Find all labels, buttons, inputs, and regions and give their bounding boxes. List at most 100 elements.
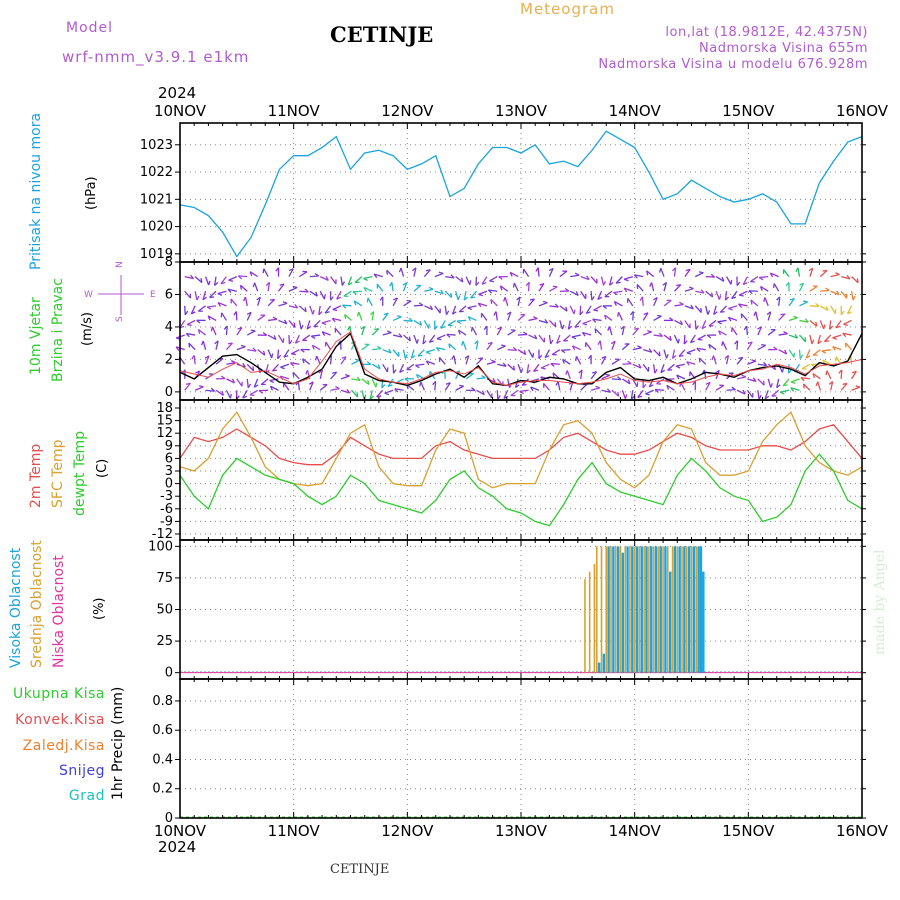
wind-barb-flag xyxy=(556,340,561,345)
wind-barb xyxy=(770,272,779,278)
wind-barb-flag xyxy=(240,344,246,348)
wind-barb-flag xyxy=(369,311,375,316)
wind-barb xyxy=(666,384,675,391)
wind-barb xyxy=(403,319,413,322)
wind-barb-flag xyxy=(481,374,486,379)
date-label-bottom: 14NOV xyxy=(609,822,662,840)
wind-barb xyxy=(260,378,269,386)
wind-barb xyxy=(410,349,415,359)
wind-barb xyxy=(538,319,548,324)
wind-barb xyxy=(820,289,830,292)
wind-barb xyxy=(204,355,210,365)
model-altitude-label: Nadmorska Visina u modelu 676.928m xyxy=(598,57,868,72)
wind-barb-flag xyxy=(815,321,818,327)
wind-barb xyxy=(202,291,207,301)
wind-barb-flag xyxy=(210,326,214,332)
wind-barb xyxy=(572,345,581,351)
wind-barb-flag xyxy=(445,310,450,316)
wind-barb xyxy=(453,355,457,365)
wind-barb-flag xyxy=(247,383,252,389)
wind-barb xyxy=(458,329,467,336)
wind-barb xyxy=(363,275,373,280)
wind-barb-flag xyxy=(354,358,360,361)
wind-barb xyxy=(824,334,832,342)
wind-barb xyxy=(517,296,521,306)
wind-barb-flag xyxy=(776,296,781,301)
wind-barb-flag xyxy=(318,311,323,316)
wind-barb xyxy=(615,276,623,284)
wind-barb-flag xyxy=(191,355,195,360)
wind-barb-flag xyxy=(310,335,316,339)
wind-barb xyxy=(507,349,517,352)
pressure-ytick-label: 1021 xyxy=(140,192,173,207)
wind-barb-flag xyxy=(766,311,772,316)
wind-barb xyxy=(400,267,405,277)
wind-barb-flag xyxy=(658,268,662,273)
wind-barb-flag xyxy=(564,287,570,292)
wind-barb-flag xyxy=(269,298,275,301)
wind-barb xyxy=(708,343,717,351)
wind-barb-flag xyxy=(800,377,805,382)
wind-barb xyxy=(440,320,446,329)
wind-barb xyxy=(782,269,790,278)
wind-barb xyxy=(267,299,275,307)
temp-ytick-label: 0 xyxy=(165,477,173,492)
wind-series-line-1 xyxy=(179,331,863,386)
wind-barb xyxy=(643,349,653,353)
wind-barb-flag xyxy=(290,362,295,367)
wind-barb-flag xyxy=(815,381,819,387)
wind-barb xyxy=(230,298,238,307)
wind-barb xyxy=(617,312,623,321)
wind-barb-flag xyxy=(715,369,720,374)
wind-barb-flag xyxy=(738,356,743,360)
wind-barb xyxy=(645,389,654,395)
wind-barb xyxy=(725,355,730,365)
wind-barb-flag xyxy=(344,314,347,320)
wind-barb-flag xyxy=(427,323,430,329)
wind-barb xyxy=(778,333,788,336)
wind-barb-flag xyxy=(637,345,642,349)
precip-unit: 1hr Precip (mm) xyxy=(110,686,126,800)
wind-barb-flag xyxy=(242,296,247,302)
wind-barb-flag xyxy=(491,359,496,363)
wind-barb xyxy=(621,343,630,351)
wind-barb xyxy=(225,342,233,351)
wind-barb xyxy=(538,302,548,307)
wind-barb-flag xyxy=(384,392,390,396)
wind-barb xyxy=(313,319,321,328)
wind-barb-flag xyxy=(475,281,480,287)
wind-barb xyxy=(434,290,444,295)
wind-barb-flag xyxy=(512,365,516,371)
wind-barb xyxy=(540,363,550,369)
wind-barb xyxy=(585,342,592,351)
wind-barb xyxy=(299,290,309,293)
wind-barb xyxy=(194,386,204,391)
wind-barb-flag xyxy=(724,354,729,359)
wind-barb xyxy=(481,276,488,285)
model-name: wrf-nmm_v3.9.1 e1km xyxy=(62,48,250,66)
wind-barb-flag xyxy=(675,365,681,369)
wind-barb xyxy=(580,369,583,379)
wind-barb xyxy=(632,311,635,321)
wind-barb-flag xyxy=(731,386,736,391)
wind-barb xyxy=(850,291,854,301)
wind-barb-flag xyxy=(450,293,453,298)
wind-barb xyxy=(194,276,203,284)
wind-barb-flag xyxy=(341,281,346,286)
wind-barb xyxy=(486,389,493,399)
wind-barb-flag xyxy=(586,311,591,315)
wind-barb-flag xyxy=(780,313,786,316)
wind-barb-flag xyxy=(824,340,830,343)
wind-barb xyxy=(253,378,259,388)
wind-barb-flag xyxy=(541,367,546,370)
cloud-ytick-label: 75 xyxy=(156,571,173,586)
wind-barb xyxy=(269,378,279,382)
wind-barb xyxy=(736,357,744,365)
wind-barb xyxy=(278,302,288,307)
wind-barb-flag xyxy=(627,379,631,385)
wind-barb xyxy=(238,275,248,278)
wind-barb xyxy=(611,358,620,365)
wind-barb-flag xyxy=(425,351,431,355)
wind-barb xyxy=(570,274,580,278)
wind-barb-flag xyxy=(469,280,472,285)
